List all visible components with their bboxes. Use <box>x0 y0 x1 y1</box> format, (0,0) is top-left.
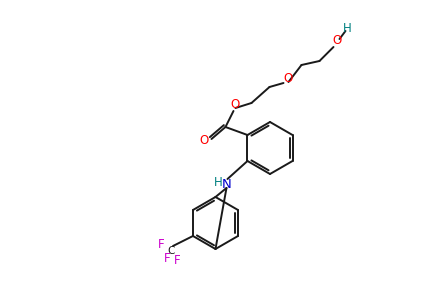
Text: N: N <box>221 177 231 191</box>
Text: H: H <box>342 22 351 36</box>
Text: F: F <box>173 253 180 267</box>
Text: O: O <box>332 34 341 48</box>
Text: C: C <box>167 246 174 256</box>
Text: O: O <box>283 71 292 84</box>
Text: H: H <box>214 177 222 189</box>
Text: F: F <box>157 238 164 251</box>
Text: O: O <box>230 98 240 110</box>
Text: O: O <box>200 135 209 148</box>
Text: F: F <box>163 251 170 265</box>
